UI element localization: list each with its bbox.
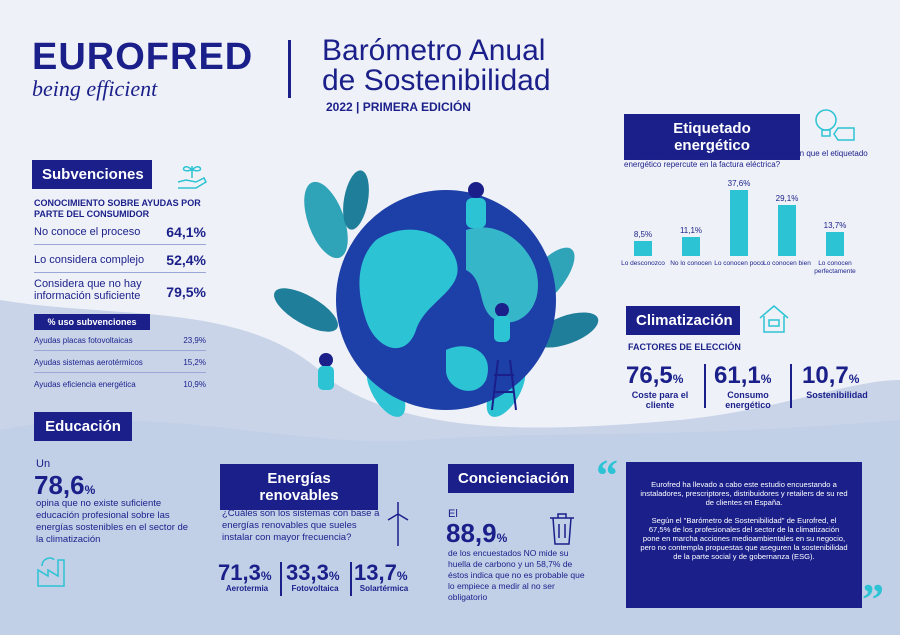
educacion-value: 78,6% [34, 470, 96, 500]
subvenciones-row-value: 79,5% [166, 284, 206, 300]
clima-divider [790, 364, 792, 408]
person-watering [468, 182, 484, 198]
globe-illustration [274, 170, 599, 417]
renovables-divider [350, 562, 352, 596]
chart-value-label: 11,1% [679, 225, 703, 235]
quote-paragraph-2: Según el "Barómetro de Sostenibilidad" d… [640, 516, 848, 561]
renovables-value-3: 13,7% [354, 560, 408, 585]
wind-turbine-icon [387, 502, 409, 546]
clima-value-2: 61,1% [714, 362, 772, 389]
clima-label-2: Consumo energético [725, 390, 771, 410]
chart-bar [682, 236, 700, 256]
uso-row-value: 15,2% [183, 358, 206, 367]
subvenciones-title: Subvenciones [32, 160, 152, 189]
header-divider [288, 40, 291, 98]
concienciacion-text: de los encuestados NO mide su huella de … [448, 548, 585, 602]
renovables-value-1: 71,3% [218, 560, 272, 585]
clima-value-3: 10,7% [802, 362, 860, 389]
renovables-label-2: Fotovoltaica [291, 584, 339, 593]
uso-row-label: Ayudas sistemas aerotérmicos [34, 358, 143, 367]
chart-category-label: Lo conocen bien [763, 260, 811, 267]
educacion-title: Educación [34, 412, 132, 441]
concienciacion-title: Concienciación [448, 464, 574, 493]
chart-bar [826, 232, 844, 256]
eurofred-logo: EUROFRED [32, 36, 254, 78]
educacion-text: opina que no existe suficiente educación… [36, 498, 189, 545]
uso-row-label: Ayudas eficiencia energética [34, 380, 136, 389]
renovables-label-1: Aerotermia [225, 584, 269, 593]
clima-label-1: Coste para el cliente [631, 390, 689, 410]
plant-hand-icon [177, 166, 207, 189]
factory-icon [37, 557, 65, 587]
uso-subvenciones-title: % uso subvenciones [34, 314, 150, 330]
uso-row-value: 23,9% [183, 336, 206, 345]
renovables-divider [280, 562, 282, 596]
row-divider [34, 272, 206, 273]
chart-value-label: 29,1% [775, 194, 799, 204]
chart-bar [778, 205, 796, 256]
subvenciones-row-value: 64,1% [166, 224, 206, 240]
concienciacion-value: 88,9% [446, 518, 508, 548]
clima-value-1: 76,5% [626, 362, 684, 389]
renovables-value-2: 33,3% [286, 560, 340, 585]
chart-value-label: 13,7% [823, 221, 847, 231]
page-title-line2: de Sostenibilidad [322, 64, 551, 97]
uso-row-label: Ayudas placas fotovoltaicas [34, 336, 133, 345]
trash-bin-icon [550, 513, 574, 545]
educacion-pre: Un [36, 458, 51, 470]
chart-bar [634, 241, 652, 256]
quote-paragraph-1: Eurofred ha llevado a cabo este estudio … [640, 480, 848, 507]
row-divider [34, 350, 206, 351]
quote-box: Eurofred ha llevado a cabo este estudio … [626, 462, 862, 608]
chart-category-label: Lo conocen poco [714, 260, 764, 267]
chart-value-label: 37,6% [727, 179, 751, 189]
clima-label-3: Sostenibilidad [806, 390, 868, 400]
uso-row-value: 10,9% [183, 380, 206, 389]
subvenciones-row-label: Lo considera complejo [34, 254, 145, 266]
leaves-decoration [274, 170, 599, 417]
etiquetado-title: Etiquetado energético [624, 114, 800, 160]
chart-category-label: No lo conocen [670, 260, 712, 267]
lightbulb-label-icon [815, 109, 855, 141]
house-icon [759, 305, 789, 333]
etiquetado-question: En general, ¿crees que los consumidores … [624, 149, 868, 169]
row-divider [34, 244, 206, 245]
clima-divider [704, 364, 706, 408]
quote-open-mark: “ [596, 451, 618, 500]
concienciacion-pre: El [448, 508, 458, 520]
quote-close-mark: ” [862, 575, 884, 624]
chart-category-label: Lo conocen perfectamente [814, 260, 856, 275]
chart-category-label: Lo desconozco [621, 260, 665, 267]
renovables-title: Energías renovables [220, 464, 378, 510]
subvenciones-row-value: 52,4% [166, 252, 206, 268]
row-divider [34, 372, 206, 373]
climatizacion-subtitle: FACTORES DE ELECCIÓN [628, 342, 741, 352]
subvenciones-row-label: Considera que no hay información suficie… [34, 278, 142, 302]
subvenciones-row-label: No conoce el proceso [34, 226, 141, 238]
etiquetado-chart: 8,5% Lo desconozco 11,1% No lo conocen 37,6%… [620, 176, 870, 280]
climatizacion-title: Climatización [626, 306, 740, 335]
renovables-label-3: Solartérmica [359, 584, 409, 593]
page-title-line1: Barómetro Anual [322, 34, 546, 67]
person-wheelbarrow [319, 353, 333, 367]
chart-bar [730, 190, 748, 256]
edition-label: 2022 | PRIMERA EDICIÓN [326, 100, 471, 114]
tagline: being efficient [32, 76, 158, 101]
chart-value-label: 8,5% [633, 230, 653, 240]
renovables-question: ¿Cuáles son los sistemas con base a ener… [222, 508, 380, 543]
subvenciones-subtitle: CONOCIMIENTO SOBRE AYUDAS POR PARTE DEL … [34, 198, 201, 219]
person-ladder [495, 303, 509, 317]
